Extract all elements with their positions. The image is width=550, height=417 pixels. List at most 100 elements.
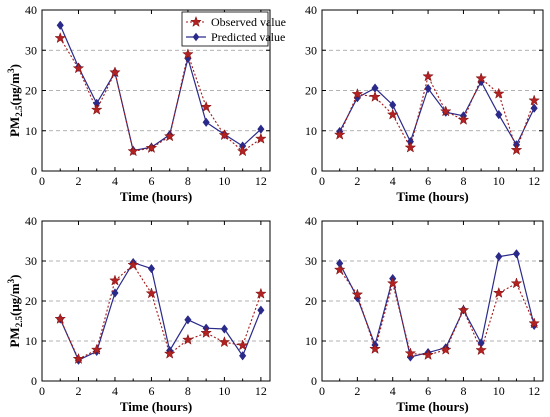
predicted-point [257, 305, 265, 315]
x-tick-label: 4 [112, 384, 118, 398]
predicted-point [424, 83, 432, 94]
y-tick-label: 20 [25, 84, 37, 98]
observed-point [237, 145, 249, 157]
predicted-point [495, 109, 503, 120]
x-tick-label: 2 [354, 384, 360, 398]
y-tick-label: 30 [25, 43, 37, 57]
observed-point [369, 91, 381, 102]
predicted-series-line [59, 25, 262, 152]
predicted-point [257, 124, 265, 134]
observed-point [510, 277, 523, 289]
observed-point [387, 277, 399, 289]
y-tick-label: 0 [31, 374, 37, 388]
observed-point [255, 132, 267, 144]
observed-point [510, 144, 523, 155]
predicted-point [220, 324, 229, 334]
y-tick-label: 10 [25, 124, 37, 138]
x-tick-label: 6 [148, 174, 154, 188]
observed-series-line [339, 74, 535, 152]
x-tick-label: 0 [39, 174, 45, 188]
predicted-point [184, 315, 192, 325]
x-tick-label: 10 [218, 174, 230, 188]
x-tick-label: 10 [218, 384, 230, 398]
x-tick-label: 2 [354, 174, 360, 188]
y-tick-label: 40 [25, 3, 37, 17]
x-tick-label: 0 [39, 384, 45, 398]
predicted-point [56, 20, 64, 31]
y-tick-label: 30 [25, 254, 37, 268]
predicted-point [147, 263, 156, 274]
legend-predicted-label: Predicted value [211, 30, 285, 44]
chart-panel-1: 0 10 20 30 40 0 2 4 6 8 10 12 Time (hours) PM2.5(μg/m… [6, 3, 286, 204]
y-tick-label: 0 [311, 164, 317, 178]
predicted-point [202, 117, 210, 128]
y-tick-label: 10 [25, 334, 37, 348]
x-tick-label: 8 [185, 384, 191, 398]
x-tick-label: 4 [390, 384, 396, 398]
predicted-point [111, 288, 119, 298]
observed-point [369, 343, 381, 354]
observed-point [145, 287, 158, 299]
observed-point [493, 87, 505, 99]
observed-point [457, 113, 470, 125]
plot-frame [321, 9, 544, 172]
y-tick-label: 10 [305, 334, 317, 348]
x-tick-label: 10 [493, 384, 505, 398]
x-tick-label: 0 [319, 174, 325, 188]
y-tick-label: 30 [305, 254, 317, 268]
observed-point [109, 274, 121, 286]
x-tick-label: 8 [460, 174, 466, 188]
observed-series-line [339, 269, 535, 356]
y-axis-title: PM2.5(μg/m3) [6, 275, 24, 348]
observed-point [164, 347, 176, 359]
x-tick-label: 6 [425, 174, 431, 188]
observed-point [334, 263, 346, 275]
observed-point [422, 70, 434, 82]
y-tick-label: 10 [305, 124, 317, 138]
observed-point [440, 343, 452, 355]
observed-point [528, 94, 540, 106]
y-tick-label: 40 [305, 3, 317, 17]
y-tick-label: 0 [311, 374, 317, 388]
x-tick-label: 6 [148, 384, 154, 398]
x-axis-title: Time (hours) [396, 399, 468, 414]
y-tick-label: 30 [305, 43, 317, 57]
x-tick-label: 8 [185, 174, 191, 188]
observed-point [218, 336, 231, 348]
x-axis-title: Time (hours) [396, 189, 468, 204]
observed-point [200, 327, 212, 338]
y-tick-label: 0 [31, 164, 37, 178]
y-tick-label: 20 [305, 84, 317, 98]
chart-panel-4: 0 10 20 30 40 0 2 4 6 8 10 12 Time (hours) [305, 214, 544, 414]
y-tick-label: 40 [25, 214, 37, 228]
predicted-point [512, 249, 521, 259]
x-tick-label: 4 [112, 174, 118, 188]
x-tick-label: 8 [460, 384, 466, 398]
plot-frame [321, 220, 544, 382]
predicted-point [530, 103, 538, 113]
observed-point [475, 344, 487, 356]
legend-predicted-marker [192, 32, 200, 42]
x-tick-label: 0 [319, 384, 325, 398]
observed-point [255, 287, 267, 299]
x-tick-label: 12 [255, 384, 267, 398]
predicted-point [495, 251, 503, 262]
x-axis-title: Time (hours) [120, 189, 192, 204]
predicted-series-line [59, 261, 262, 362]
predicted-point [239, 351, 247, 361]
chart-panel-2: 0 10 20 30 40 0 2 4 6 8 10 12 Time (hours) [305, 3, 544, 204]
x-tick-label: 4 [390, 174, 396, 188]
x-tick-label: 10 [493, 174, 505, 188]
y-tick-label: 20 [305, 294, 317, 308]
observed-point [182, 333, 194, 345]
y-tick-label: 40 [305, 214, 317, 228]
y-tick-label: 20 [25, 294, 37, 308]
observed-point [493, 287, 505, 298]
x-axis-title: Time (hours) [120, 399, 192, 414]
predicted-series-line [339, 253, 535, 358]
x-tick-label: 12 [528, 384, 540, 398]
chart-panel-3: 0 10 20 30 40 0 2 4 6 8 10 12 Time (hours) PM2.5(μg/m… [6, 214, 271, 414]
y-axis-title: PM2.5(μg/m3) [6, 64, 24, 137]
